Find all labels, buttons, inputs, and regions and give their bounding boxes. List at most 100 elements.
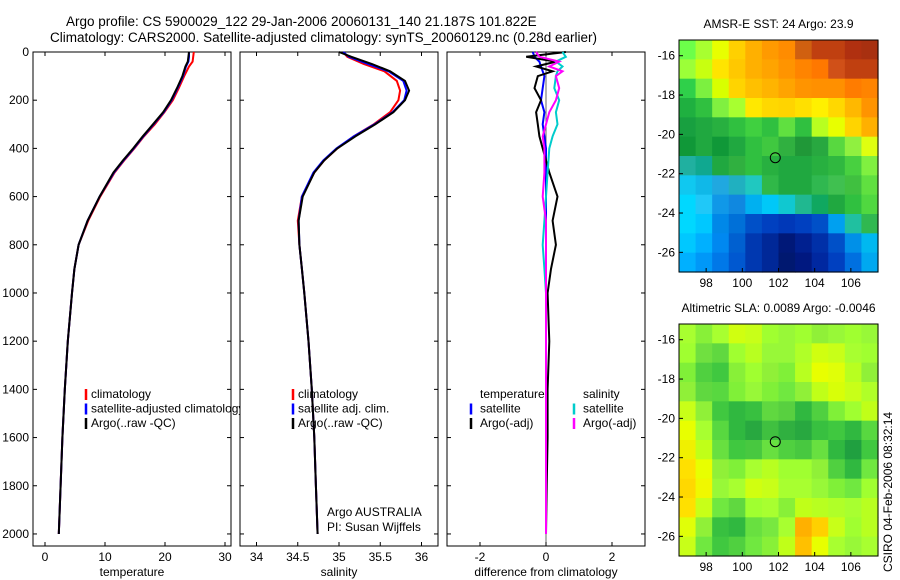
heatmap-cell [761, 498, 780, 518]
heatmap-cell [778, 214, 796, 234]
heatmap-cell [844, 194, 863, 215]
heatmap-cell [761, 382, 780, 402]
heatmap-cell [712, 440, 730, 460]
heatmap-cell [861, 40, 879, 60]
heatmap-cell [745, 156, 763, 176]
legend-label: Argo(-adj) [583, 416, 636, 430]
x-tick-label: 0 [543, 550, 550, 564]
series-line [57, 51, 190, 535]
heatmap-cell [745, 382, 763, 402]
heatmap-cell [844, 517, 863, 538]
heatmap-cell [712, 214, 730, 234]
heatmap-cell [761, 175, 780, 196]
heatmap-cell [811, 117, 829, 138]
heatmap-cell [679, 478, 697, 499]
heatmap-cell [679, 136, 697, 157]
heatmap-cell [861, 175, 879, 196]
heatmap-cell [679, 233, 697, 254]
heatmap-cell [778, 252, 796, 273]
argo-location-marker [769, 436, 781, 448]
heatmap-cell [861, 78, 879, 99]
legend-label: satellite adj. clim. [298, 402, 389, 416]
heatmap-cell [844, 440, 863, 460]
heatmap-cell [778, 401, 796, 422]
plot-frame [32, 51, 232, 547]
heatmap-cell [761, 362, 780, 383]
sla-map: 98 100 102 104 106 -16 -18 -20 -22 -24 -26 Altimetr… [658, 301, 879, 574]
heatmap-cell [695, 59, 713, 80]
heatmap-cell [795, 343, 813, 364]
heatmap-cell [712, 478, 730, 499]
heatmap-cell [761, 194, 780, 215]
figure-title-line2: Climatology: CARS2000. Satellite-adjuste… [50, 30, 597, 45]
heatmap-cell [728, 214, 746, 234]
x-tick-label: 2 [609, 550, 616, 564]
series-line [535, 51, 565, 534]
heatmap-cell [811, 252, 829, 273]
legend-title: salinity [583, 387, 620, 401]
heatmap-cell [811, 498, 829, 518]
heatmap-cell [778, 324, 796, 344]
heatmap-cell [811, 517, 829, 538]
heatmap-cell [844, 98, 863, 118]
heatmap-cell [778, 156, 796, 176]
y-tick-label: 1800 [2, 479, 29, 493]
heatmap-cell [679, 156, 697, 176]
heatmap-cell [745, 214, 763, 234]
heatmap-cell [844, 324, 863, 344]
heatmap-cell [828, 536, 846, 557]
heatmap-cell [778, 382, 796, 402]
heatmap-cell [712, 78, 730, 99]
heatmap-cell [712, 362, 730, 383]
heatmap-cell [778, 98, 796, 118]
heatmap-cell [828, 324, 846, 344]
sst-map: 98 100 102 104 106 -16 -18 -20 -22 -24 -26 AMSR-E S… [658, 17, 879, 290]
heatmap-cell [712, 517, 730, 538]
heatmap-cell [795, 214, 813, 234]
heatmap-cell [728, 175, 746, 196]
series-line [526, 51, 566, 535]
heatmap-cell [728, 98, 746, 118]
heatmap-cell [811, 98, 829, 118]
heatmap-cell [861, 440, 879, 460]
heatmap-cell [811, 362, 829, 383]
heatmap-cell [761, 59, 780, 80]
heatmap-cell [861, 517, 879, 538]
heatmap-cell [811, 233, 829, 254]
heatmap-cell [761, 156, 780, 176]
heatmap-cell [861, 136, 879, 157]
heatmap-cell [828, 156, 846, 176]
heatmap-cell [795, 401, 813, 422]
heatmap-cell [844, 59, 863, 80]
heatmap-cell [861, 343, 879, 364]
heatmap-cell [679, 420, 697, 441]
heatmap-cell [745, 420, 763, 441]
heatmap-cell [712, 175, 730, 196]
x-tick-label: -2 [475, 550, 486, 564]
y-tick-label: 800 [9, 238, 29, 252]
heatmap-cell [728, 517, 746, 538]
heatmap-cell [811, 478, 829, 499]
heatmap-cell [728, 459, 746, 480]
heatmap-cell [745, 117, 763, 138]
heatmap-cell [728, 78, 746, 99]
heatmap-cell [844, 420, 863, 441]
heatmap-cell [745, 78, 763, 99]
heatmap-cell [728, 324, 746, 344]
x-tick-label: 35 [332, 550, 346, 564]
x-tick-label: 98 [699, 560, 713, 574]
heatmap-cell [811, 40, 829, 60]
x-tick-label: 102 [768, 560, 788, 574]
heatmap-cell [828, 517, 846, 538]
heatmap-cell [695, 517, 713, 538]
map-title: Altimetric SLA: 0.0089 Argo: -0.0046 [681, 301, 875, 315]
heatmap-cell [795, 382, 813, 402]
x-tick-label: 102 [768, 276, 788, 290]
heatmap-cell [712, 536, 730, 557]
heatmap-cell [679, 440, 697, 460]
x-tick-label: 10 [98, 550, 112, 564]
heatmap-cell [745, 136, 763, 157]
y-tick-label: -26 [658, 529, 676, 543]
y-tick-label: 1200 [2, 334, 29, 348]
heatmap-cell [679, 382, 697, 402]
